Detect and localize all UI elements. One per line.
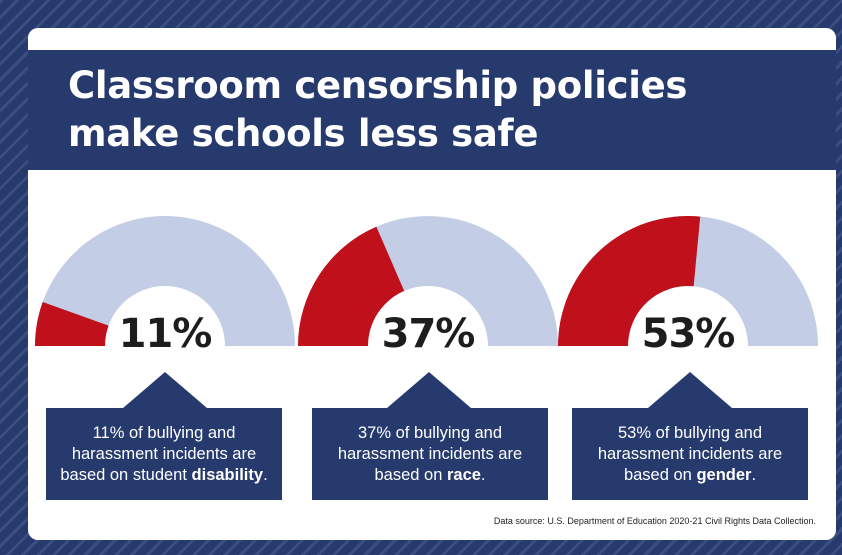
callout-3-text: 53% of bullying and harassment incidents… [597,423,783,484]
page-title: Classroom censorship policies make schoo… [68,62,687,158]
gauge-2-value-label: 37% [381,311,476,357]
callout-1-pointer [123,372,207,408]
gauge-row: 11% 37% 53% 11% of bullying and harassme… [28,28,836,540]
callout-2-pointer [387,372,471,408]
gauge-chart [35,216,818,346]
gauge-3-value-arc [558,216,701,346]
title-line-2: make schools less safe [68,112,539,155]
callout-2-text: 37% of bullying and harassment incidents… [337,423,523,484]
title-banner: Classroom censorship policies make schoo… [28,50,836,170]
gauge-1-track [35,216,295,346]
gauge-3-value-label: 53% [641,311,736,357]
callout-3-pointer [648,372,732,408]
gauge-1-value-arc [35,301,109,346]
title-line-1: Classroom censorship policies [68,64,688,107]
gauge-2-value-arc [298,226,405,346]
callout-gender: 53% of bullying and harassment incidents… [572,408,808,500]
data-source-note: Data source: U.S. Department of Educatio… [493,516,816,526]
gauge-1-value-label: 11% [118,311,213,357]
callout-disability: 11% of bullying and harassment incidents… [46,408,282,500]
callout-1-text: 11% of bullying and harassment incidents… [60,423,268,484]
infographic-card: Classroom censorship policies make schoo… [28,28,836,540]
callout-race: 37% of bullying and harassment incidents… [312,408,548,500]
